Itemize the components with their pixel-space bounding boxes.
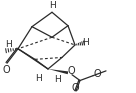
- Text: O: O: [71, 83, 79, 93]
- Text: O: O: [2, 65, 10, 75]
- Text: O: O: [94, 69, 102, 79]
- Text: O: O: [68, 66, 76, 76]
- Text: H: H: [54, 75, 61, 84]
- Polygon shape: [48, 69, 68, 74]
- Text: H: H: [82, 38, 89, 47]
- Text: H: H: [49, 1, 55, 10]
- Text: H: H: [35, 74, 42, 83]
- Text: H: H: [5, 40, 12, 49]
